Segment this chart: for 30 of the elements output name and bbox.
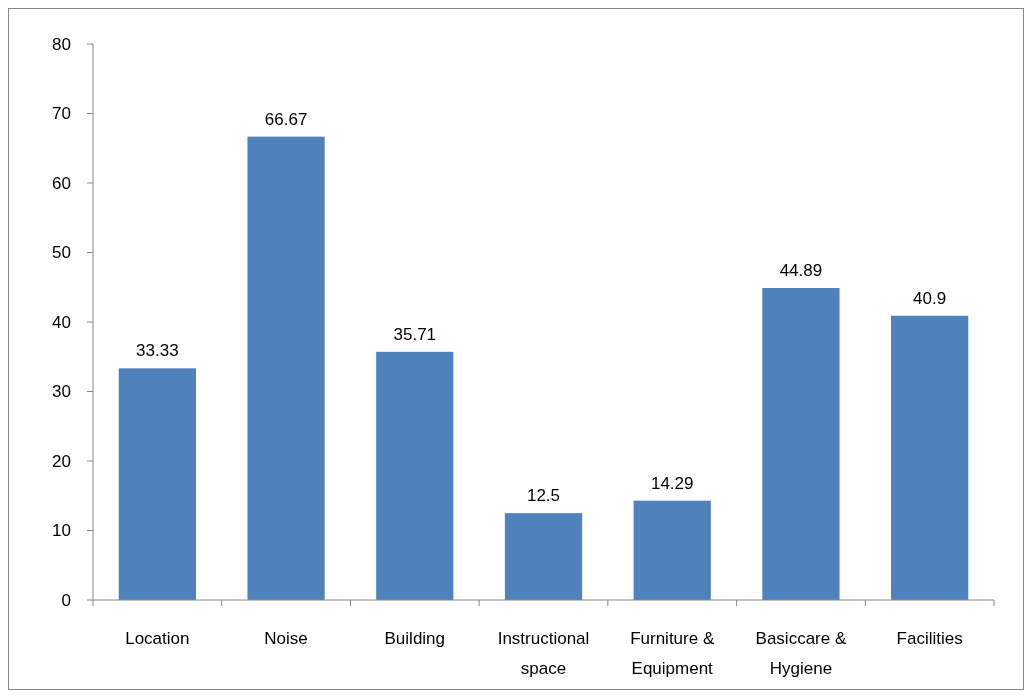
y-tick-label: 30 [52,382,71,402]
data-label: 40.9 [913,288,947,308]
data-label: 66.67 [264,109,308,129]
bar [891,315,969,600]
y-tick-label: 80 [52,34,71,54]
x-tick-label: Location [125,629,190,648]
bar [762,288,840,600]
x-tick-label: Noise [264,629,308,648]
bar [633,500,711,600]
y-tick-label: 20 [52,451,71,471]
x-tick-label: Furniture & Equipment [630,629,715,678]
bar [376,351,454,600]
x-tick-label: Facilities [896,629,963,648]
x-tick-label: Basiccare & Hygiene [755,629,847,678]
y-tick-label: 40 [52,312,71,332]
data-label: 33.33 [136,341,179,361]
data-label: 44.89 [779,261,823,281]
data-label: 35.71 [393,324,437,344]
bar [504,513,583,600]
y-tick-label: 70 [52,104,71,124]
y-tick-label: 0 [61,590,71,610]
data-label: 12.5 [526,486,561,506]
bar [247,136,325,600]
y-tick-label: 50 [52,243,71,263]
y-tick-label: 10 [52,521,71,541]
data-label: 14.29 [650,473,694,493]
x-tick-label: Instructional space [497,629,590,678]
x-tick-label: Building [384,629,446,648]
y-tick-label: 60 [52,173,71,193]
bar [118,368,196,600]
